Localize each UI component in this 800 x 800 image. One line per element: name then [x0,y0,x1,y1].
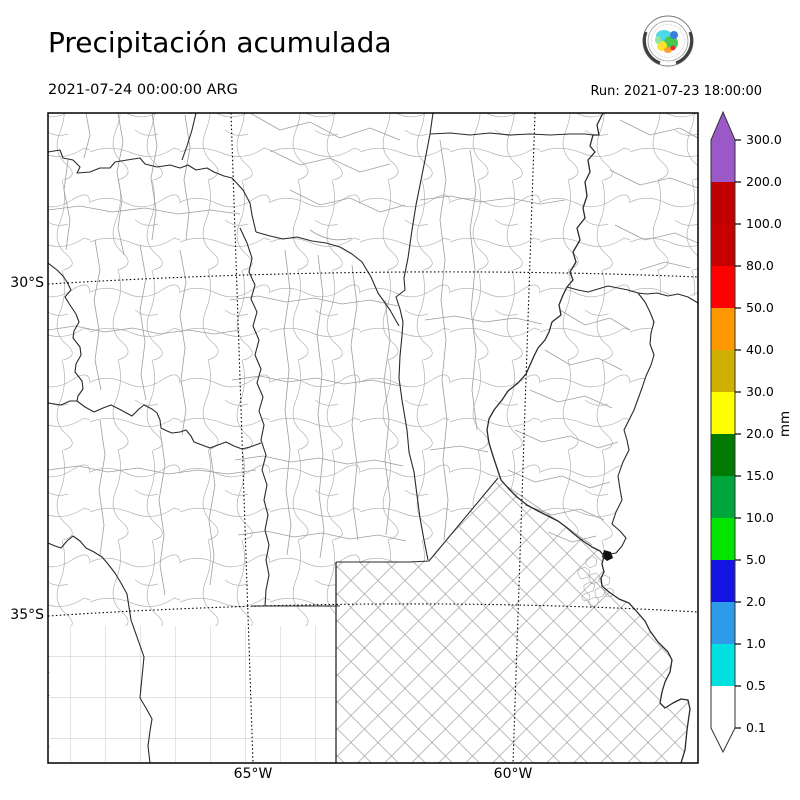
colorbar-tick-label: 300.0 [746,132,782,147]
axis-label-35s: 35°S [10,607,44,623]
colorbar-tick-label: 0.5 [746,678,766,693]
colorbar-tick-label: 15.0 [746,468,774,483]
caba-blob [602,550,613,561]
wrf-logo: Grupo de Usuarios WRF [640,10,800,72]
colorbar-tick-label: 50.0 [746,300,774,315]
colorbar-tick-label: 40.0 [746,342,774,357]
gridline-35s [48,603,698,617]
gridline-65w [230,113,254,763]
colorbar-tick-label: 5.0 [746,552,766,567]
map-frame [47,112,699,764]
run-time-label: Run: 2021-07-23 18:00:00 [590,84,762,99]
colorbar-tick-label: 100.0 [746,216,782,231]
colorbar-tick-label: 30.0 [746,384,774,399]
water-and-foreign-area [601,293,698,763]
axis-label-30s: 30°S [10,275,44,291]
department-boundaries [48,113,698,596]
province-boundaries [48,113,698,763]
colorbar-tick-label: 0.1 [746,720,766,735]
colorbar-tick-label: 2.0 [746,594,766,609]
graticule [48,113,698,763]
amba-cluster [577,555,615,608]
colorbar-unit-label: mm [777,410,793,438]
logo-emblem-icon [642,15,694,67]
valid-time-label: 2021-07-24 00:00:00 ARG [48,82,238,98]
colorbar [710,110,741,754]
axis-label-60w: 60°W [493,766,533,782]
colorbar-tick-label: 1.0 [746,636,766,651]
colorbar-tick-label: 200.0 [746,174,782,189]
la-pampa-grid-texture [50,626,336,763]
colorbar-tick-label: 10.0 [746,510,774,525]
gridline-60w [512,113,536,763]
gridline-30s [48,271,698,285]
colorbar-tick-label: 20.0 [746,426,774,441]
page-title: Precipitación acumulada [48,26,392,59]
axis-label-65w: 65°W [233,766,273,782]
colorbar-tick-label: 80.0 [746,258,774,273]
